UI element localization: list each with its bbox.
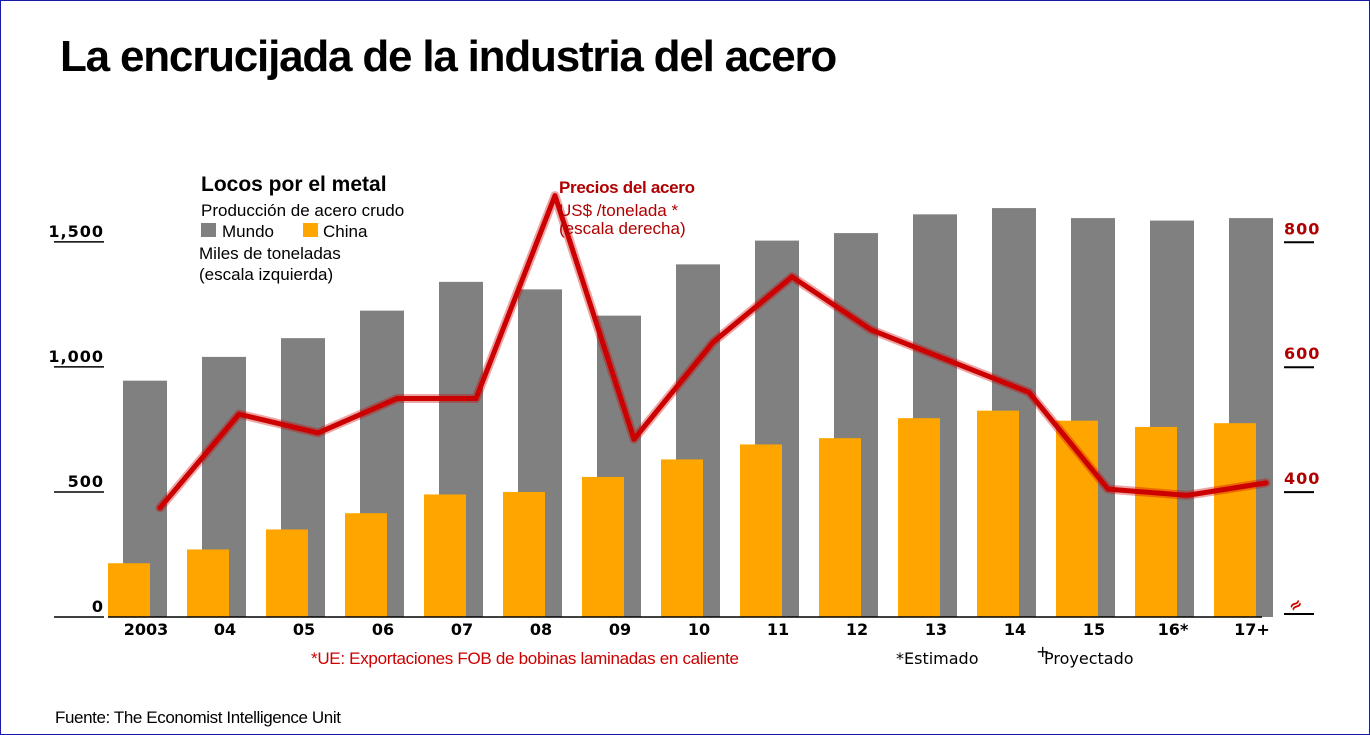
footnote-projected: Proyectado [1044, 649, 1134, 668]
axis-break-mark: ≈ [1284, 593, 1306, 616]
legend-world-swatch [201, 223, 216, 237]
bar-china-10 [661, 459, 703, 617]
x-tick-label: 13 [925, 620, 947, 639]
chart-title: La encrucijada de la industria del acero [60, 32, 837, 81]
price-point [1265, 481, 1267, 484]
price-point [712, 341, 714, 344]
footnote-estimated: *Estimado [896, 649, 979, 668]
price-point [870, 328, 872, 331]
x-tick-label: 10 [688, 620, 710, 639]
x-tick-label: 14 [1004, 620, 1026, 639]
legend-china-swatch [303, 223, 318, 237]
bar-china-07 [424, 494, 466, 617]
x-tick-label: 12 [846, 620, 868, 639]
bar-china-17+ [1214, 423, 1256, 617]
axes: 2003 04 05 06 07 08 09 10 11 12 13 14 15 16* 17+ 0 500 1,… [48, 219, 1320, 639]
bar-china-06 [345, 513, 387, 617]
left-tick-label: 1,500 [48, 222, 104, 241]
legend-world-label: Mundo [222, 222, 274, 241]
x-tick-label: 15 [1083, 620, 1105, 639]
legend-china-label: China [323, 222, 368, 241]
price-line-group [155, 191, 1271, 513]
bar-china-11 [740, 444, 782, 617]
footnote-eu: *UE: Exportaciones FOB de bobinas lamina… [311, 649, 739, 668]
x-tick-label: 08 [530, 620, 552, 639]
price-point [949, 360, 951, 363]
price-point [159, 506, 161, 509]
bar-china-05 [266, 529, 308, 617]
price-point [554, 194, 556, 197]
x-tick-label: 06 [372, 620, 394, 639]
bar-china-13 [898, 418, 940, 617]
legend-units: Miles de toneladas [199, 244, 341, 263]
price-point [1186, 494, 1188, 497]
price-point [475, 397, 477, 400]
price-point [633, 438, 635, 441]
bar-china-12 [819, 438, 861, 617]
bar-china-16* [1135, 426, 1177, 617]
price-point [238, 413, 240, 416]
bar-china-08 [503, 491, 545, 617]
bar-china-09 [582, 476, 624, 617]
x-tick-label: 09 [609, 620, 631, 639]
bar-china-2003 [108, 563, 150, 617]
x-tick-label: 05 [293, 620, 315, 639]
x-tick-label: 16* [1158, 620, 1189, 639]
right-tick-label: 400 [1284, 469, 1320, 488]
x-tick-label: 07 [451, 620, 473, 639]
price-point [396, 397, 398, 400]
x-tick-label: 11 [767, 620, 789, 639]
china-bars [108, 410, 1256, 617]
left-tick-label: 1,000 [48, 347, 104, 366]
footnotes: *UE: Exportaciones FOB de bobinas lamina… [311, 642, 1134, 668]
legend-subtitle: Producción de acero crudo [201, 201, 404, 220]
right-tick-label: 800 [1284, 219, 1320, 238]
x-tick-label: 2003 [124, 620, 169, 639]
x-tick-label: 17+ [1234, 620, 1270, 639]
source-note: Fuente: The Economist Intelligence Unit [55, 708, 341, 727]
price-label-scale: (escala derecha) [559, 219, 686, 238]
bar-china-04 [187, 549, 229, 617]
legend-scale-note: (escala izquierda) [199, 265, 333, 284]
price-point [1028, 391, 1030, 394]
price-label-title: Precios del acero [559, 178, 695, 197]
price-legend: Precios del acero US$ /tonelada * (escal… [559, 178, 695, 238]
left-tick-label: 0 [92, 597, 104, 616]
legend: Locos por el metal Producción de acero c… [199, 173, 404, 284]
price-point [791, 275, 793, 278]
x-tick-label: 04 [214, 620, 236, 639]
price-point [317, 431, 319, 434]
price-point [1107, 488, 1109, 491]
left-tick-label: 500 [68, 472, 104, 491]
right-tick-label: 600 [1284, 344, 1320, 363]
legend-heading: Locos por el metal [201, 173, 387, 196]
footnote-projected-mark: + [1036, 642, 1049, 661]
price-label-units: US$ /tonelada * [559, 201, 678, 220]
bar-china-14 [977, 410, 1019, 617]
